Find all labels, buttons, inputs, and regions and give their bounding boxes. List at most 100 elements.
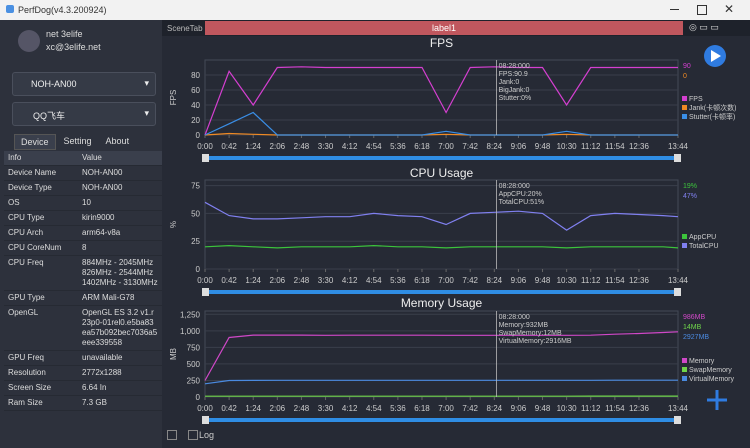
window-title: PerfDog(v4.3.200924)	[18, 5, 107, 15]
chart-title: FPS	[430, 36, 453, 50]
table-cell: GPU Type	[4, 290, 78, 306]
x-tick-label: 0:42	[221, 142, 237, 151]
y-tick-label: 1,000	[180, 327, 201, 336]
x-tick-label: 2:06	[270, 276, 286, 285]
legend-label: FPS	[689, 96, 703, 103]
table-row: CPU Freq 884MHz - 2045MHz 826MHz - 2544MH…	[4, 255, 162, 291]
series-line	[204, 111, 678, 136]
x-tick-label: 0:00	[197, 404, 213, 413]
legend-label: Jank(卡顿次数)	[689, 103, 736, 112]
x-tick-label: 0:42	[221, 276, 237, 285]
current-value: 986MB	[683, 314, 706, 321]
device-name: NOH-AN00	[31, 79, 77, 89]
cursor-text: 08:28:000	[499, 314, 530, 321]
y-axis-label: MB	[169, 348, 178, 360]
tabs: Device Setting About	[14, 134, 135, 150]
table-cell: CPU Arch	[4, 225, 78, 241]
current-value: 14MB	[683, 324, 702, 331]
table-cell: Device Name	[4, 165, 78, 181]
table-cell: OpenGL ES 3.2 v1.r23p0-01rel0.e5ba83ea57…	[78, 305, 162, 351]
app-select[interactable]: QQ飞车 ▾	[12, 102, 156, 126]
slider-handle	[202, 416, 209, 424]
y-axis-label: %	[169, 221, 178, 228]
play-icon	[711, 50, 721, 62]
y-tick-label: 0	[196, 131, 201, 140]
legend-swatch	[682, 367, 687, 372]
tab[interactable]: Device	[14, 134, 56, 150]
scene-label[interactable]: label1	[205, 21, 683, 35]
log-checkbox[interactable]	[188, 430, 198, 440]
tab[interactable]: About	[105, 136, 130, 146]
time-slider[interactable]	[205, 290, 678, 294]
table-row: Resolution 2772x1288	[4, 365, 162, 381]
charts: FPS FPS 0 20 40 60 80 0:00 0:42 1:24 2:06 2:48 3:30 4…	[169, 36, 736, 424]
table-row: Device Name NOH-AN00	[4, 165, 162, 181]
close[interactable]: ✕	[724, 2, 735, 16]
current-value: 19%	[683, 183, 697, 190]
x-tick-label: 7:42	[462, 404, 478, 413]
maximize[interactable]	[697, 5, 707, 15]
plot-area	[204, 310, 679, 398]
x-tick-label: 9:06	[511, 404, 527, 413]
cursor-text: VirtualMemory:2916MB	[499, 338, 572, 345]
table-cell: 8	[78, 240, 162, 256]
y-tick-label: 20	[191, 116, 200, 125]
x-tick-label: 1:24	[245, 142, 261, 151]
table-cell: CPU CoreNum	[4, 240, 78, 256]
table-cell: NOH-AN00	[78, 180, 162, 196]
x-tick-label: 6:18	[414, 142, 430, 151]
x-tick-label: 6:18	[414, 404, 430, 413]
minimize[interactable]	[670, 9, 679, 10]
x-tick-label: 12:36	[629, 142, 650, 151]
time-slider[interactable]	[205, 156, 678, 160]
current-value: 2927MB	[683, 334, 709, 341]
tab[interactable]: Setting	[63, 136, 92, 146]
plot-area	[204, 179, 679, 270]
checkbox[interactable]	[167, 430, 177, 440]
table-cell: 10	[78, 195, 162, 211]
y-tick-label: 0	[196, 265, 201, 274]
sidebar: net 3elife xc@3elife.net NOH-AN00 ▾ QQ飞车 ▾…	[0, 20, 162, 448]
x-tick-label: 11:54	[605, 276, 625, 285]
table-cell: GPU Freq	[4, 350, 78, 366]
table-cell: NOH-AN00	[78, 165, 162, 181]
user-name: net 3elife	[46, 29, 83, 39]
x-tick-label: 7:00	[438, 276, 454, 285]
legend-label: Memory	[689, 358, 715, 365]
add-button[interactable]	[707, 390, 727, 410]
x-tick-label: 6:18	[414, 276, 430, 285]
y-tick-label: 75	[191, 182, 200, 191]
current-value: 90	[683, 63, 691, 70]
table-row: GPU Type ARM Mali-G78	[4, 290, 162, 306]
time-slider[interactable]	[205, 418, 678, 422]
x-tick-label: 4:12	[342, 142, 358, 151]
x-tick-label: 9:06	[511, 142, 527, 151]
slider-handle	[674, 154, 681, 162]
x-tick-label: 13:44	[668, 142, 689, 151]
cursor-text: TotalCPU:51%	[499, 199, 545, 206]
device-select[interactable]: NOH-AN00 ▾	[12, 72, 156, 96]
x-tick-label: 7:42	[462, 276, 478, 285]
x-tick-label: 2:06	[270, 142, 286, 151]
scene-tab[interactable]: SceneTab	[167, 24, 203, 33]
table-cell: 6.64 In	[78, 380, 162, 396]
legend-label: AppCPU	[689, 234, 716, 241]
table-cell: Screen Size	[4, 380, 78, 396]
x-tick-label: 13:44	[668, 276, 689, 285]
table-cell: 884MHz - 2045MHz 826MHz - 2544MHz 1402MH…	[78, 255, 162, 291]
x-tick-label: 11:12	[581, 142, 601, 151]
x-tick-label: 5:36	[390, 142, 406, 151]
table-row: Ram Size 7.3 GB	[4, 395, 162, 411]
legend-swatch	[682, 376, 687, 381]
avatar	[18, 30, 40, 52]
cursor-text: FPS:90.9	[499, 71, 528, 78]
table-header: Info Value	[4, 151, 162, 166]
table-cell: ARM Mali-G78	[78, 290, 162, 306]
x-tick-label: 1:24	[245, 276, 261, 285]
x-tick-label: 10:30	[557, 404, 578, 413]
legend-label: TotalCPU	[689, 243, 719, 250]
x-tick-label: 12:36	[629, 276, 650, 285]
slider-handle	[202, 154, 209, 162]
toolbar-icons[interactable]: ◎ ▭ ▭	[689, 22, 719, 32]
